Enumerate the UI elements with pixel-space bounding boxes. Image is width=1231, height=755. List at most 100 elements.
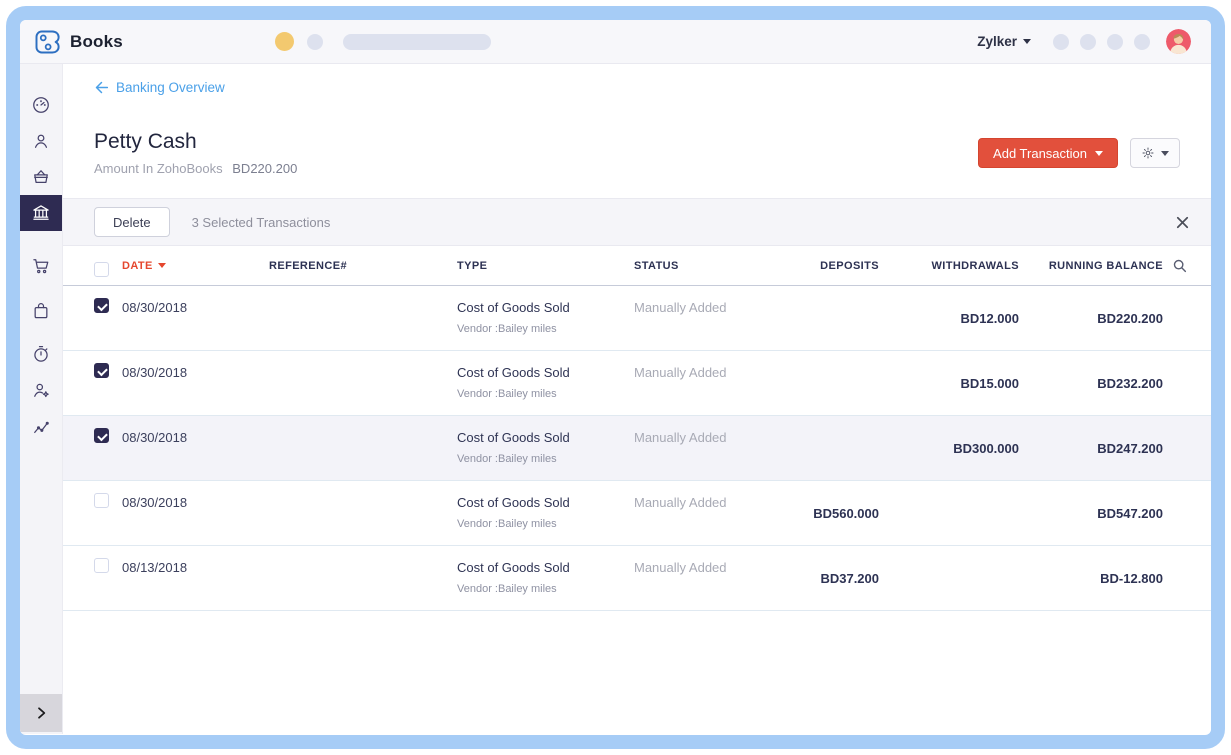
sales-cart-icon: [33, 259, 49, 274]
row-type-name: Cost of Goods Sold: [457, 300, 570, 315]
contacts-person-icon: [34, 134, 48, 148]
row-checkbox[interactable]: [94, 428, 109, 443]
row-type-name: Cost of Goods Sold: [457, 560, 570, 575]
table-row[interactable]: 08/13/2018 Cost of Goods Sold Vendor :Ba…: [63, 546, 1211, 611]
chevron-right-icon: [38, 707, 46, 719]
column-header-status[interactable]: STATUS: [634, 259, 679, 272]
row-running-balance: BD247.200: [1097, 440, 1163, 456]
column-header-reference[interactable]: REFERENCE#: [269, 259, 347, 272]
row-status: Manually Added: [634, 495, 727, 510]
accountant-person-star-icon: [34, 383, 49, 398]
gear-icon: [1142, 147, 1154, 159]
select-all-checkbox[interactable]: [94, 261, 109, 277]
topbar-icon-group: [1053, 33, 1150, 50]
table-row[interactable]: 08/30/2018 Cost of Goods Sold Vendor :Ba…: [63, 286, 1211, 351]
table-row[interactable]: 08/30/2018 Cost of Goods Sold Vendor :Ba…: [63, 481, 1211, 546]
table-row[interactable]: 08/30/2018 Cost of Goods Sold Vendor :Ba…: [63, 416, 1211, 481]
back-link-label: Banking Overview: [116, 80, 225, 95]
user-avatar[interactable]: [1166, 29, 1191, 54]
time-stopwatch-icon: [34, 346, 48, 362]
row-running-balance: BD-12.800: [1100, 570, 1163, 586]
sidebar-item-time[interactable]: [20, 336, 62, 372]
column-header-running-balance[interactable]: RUNNING BALANCE: [1048, 259, 1163, 272]
topbar-icon-1[interactable]: [1053, 33, 1069, 50]
transaction-rows: 08/30/2018 Cost of Goods Sold Vendor :Ba…: [63, 286, 1211, 611]
row-status: Manually Added: [634, 365, 727, 380]
account-amount: Amount In ZohoBooks BD220.200: [94, 161, 297, 176]
sidebar-item-banking[interactable]: [20, 195, 62, 231]
row-type: Cost of Goods Sold Vendor :Bailey miles: [457, 286, 634, 335]
org-name: Zylker: [977, 34, 1017, 49]
sidebar-item-sales[interactable]: [20, 248, 62, 284]
column-header-type[interactable]: TYPE: [457, 259, 488, 272]
row-checkbox[interactable]: [94, 493, 109, 508]
row-checkbox[interactable]: [94, 558, 109, 573]
row-type-name: Cost of Goods Sold: [457, 495, 570, 510]
zoho-books-logo-icon: [32, 27, 62, 57]
row-vendor: Vendor :Bailey miles: [457, 388, 557, 400]
row-vendor: Vendor :Bailey miles: [457, 453, 557, 465]
close-icon: [1176, 216, 1189, 228]
sidebar-item-accountant[interactable]: [20, 372, 62, 408]
row-vendor: Vendor :Bailey miles: [457, 583, 557, 595]
row-type: Cost of Goods Sold Vendor :Bailey miles: [457, 546, 634, 595]
row-type-name: Cost of Goods Sold: [457, 430, 570, 445]
chevron-down-icon: [1095, 150, 1103, 156]
sidebar-item-dashboard[interactable]: [20, 87, 62, 123]
add-transaction-button[interactable]: Add Transaction: [978, 138, 1118, 168]
topbar-icon-4[interactable]: [1134, 33, 1150, 50]
row-running-balance: BD232.200: [1097, 375, 1163, 391]
dashboard-gauge-icon: [33, 97, 49, 113]
chevron-down-icon: [1161, 150, 1169, 156]
back-to-banking-overview-link[interactable]: Banking Overview: [94, 80, 225, 95]
column-header-deposits[interactable]: DEPOSITS: [820, 259, 879, 272]
org-selector[interactable]: Zylker: [977, 34, 1031, 49]
sidebar-item-purchases[interactable]: [20, 293, 62, 329]
chevron-down-icon: [1023, 39, 1031, 44]
row-running-balance: BD547.200: [1097, 505, 1163, 521]
reports-chart-icon: [34, 421, 49, 434]
column-header-withdrawals[interactable]: WITHDRAWALS: [931, 259, 1019, 272]
settings-button[interactable]: [1130, 138, 1180, 168]
topbar-icon-2[interactable]: [1080, 33, 1096, 50]
amount-label: Amount In ZohoBooks: [94, 161, 223, 176]
row-withdrawals: BD12.000: [960, 310, 1019, 326]
close-selection-button[interactable]: [1174, 214, 1191, 231]
row-date: 08/30/2018: [122, 365, 188, 380]
sidebar: [20, 64, 63, 734]
global-search-bar[interactable]: [342, 33, 491, 50]
product-name: Books: [70, 31, 123, 51]
row-deposits: BD560.000: [813, 505, 879, 521]
row-checkbox[interactable]: [94, 298, 109, 313]
row-type: Cost of Goods Sold Vendor :Bailey miles: [457, 481, 634, 530]
items-basket-icon: [34, 170, 48, 184]
page-title: Petty Cash: [94, 130, 197, 153]
row-vendor: Vendor :Bailey miles: [457, 323, 557, 335]
selected-count-text: 3 Selected Transactions: [191, 214, 331, 230]
app-window: Books Zylker: [6, 6, 1225, 749]
selection-toolbar: Delete 3 Selected Transactions: [63, 198, 1211, 246]
row-status: Manually Added: [634, 430, 727, 445]
table-search-button[interactable]: [1163, 258, 1195, 273]
table-row[interactable]: 08/30/2018 Cost of Goods Sold Vendor :Ba…: [63, 351, 1211, 416]
row-checkbox[interactable]: [94, 363, 109, 378]
search-icon: [1173, 259, 1186, 273]
row-reference: [269, 416, 457, 430]
delete-button[interactable]: Delete: [94, 207, 170, 237]
row-deposits: BD37.200: [820, 570, 879, 586]
sidebar-expand-button[interactable]: [20, 694, 62, 732]
column-header-date[interactable]: DATE: [122, 260, 269, 272]
sort-desc-icon: [157, 263, 166, 268]
row-type: Cost of Goods Sold Vendor :Bailey miles: [457, 351, 634, 400]
topbar-icon-3[interactable]: [1107, 33, 1123, 50]
notification-dot-icon[interactable]: [274, 32, 294, 51]
topbar: Books Zylker: [20, 20, 1211, 64]
account-heading: Petty Cash Amount In ZohoBooks BD220.200: [94, 130, 297, 176]
row-vendor: Vendor :Bailey miles: [457, 518, 557, 530]
sidebar-item-reports[interactable]: [20, 409, 62, 445]
row-reference: [269, 481, 457, 495]
topbar-dot-icon[interactable]: [306, 33, 323, 50]
sidebar-item-items[interactable]: [20, 159, 62, 195]
purchases-bag-icon: [34, 303, 48, 319]
sidebar-item-contacts[interactable]: [20, 123, 62, 159]
